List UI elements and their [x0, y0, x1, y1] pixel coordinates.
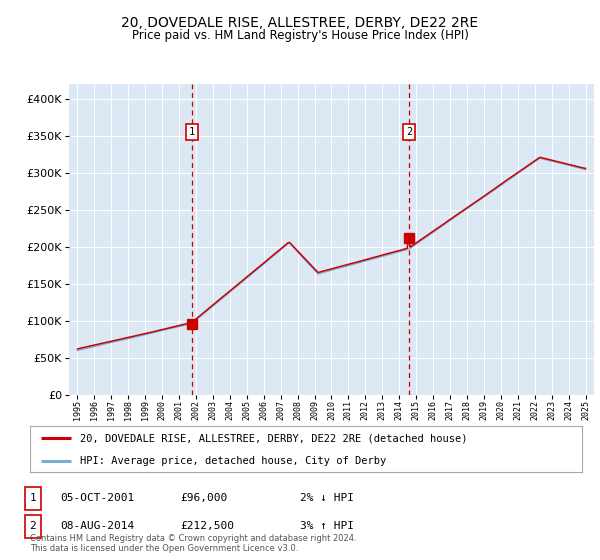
Text: Price paid vs. HM Land Registry's House Price Index (HPI): Price paid vs. HM Land Registry's House …	[131, 29, 469, 42]
Text: HPI: Average price, detached house, City of Derby: HPI: Average price, detached house, City…	[80, 456, 386, 466]
Text: £212,500: £212,500	[180, 521, 234, 531]
Text: 20, DOVEDALE RISE, ALLESTREE, DERBY, DE22 2RE: 20, DOVEDALE RISE, ALLESTREE, DERBY, DE2…	[121, 16, 479, 30]
Text: 1: 1	[29, 493, 37, 503]
Text: 3% ↑ HPI: 3% ↑ HPI	[300, 521, 354, 531]
Text: 20, DOVEDALE RISE, ALLESTREE, DERBY, DE22 2RE (detached house): 20, DOVEDALE RISE, ALLESTREE, DERBY, DE2…	[80, 433, 467, 444]
Text: 2: 2	[29, 521, 37, 531]
Text: 2% ↓ HPI: 2% ↓ HPI	[300, 493, 354, 503]
Text: 1: 1	[188, 127, 195, 137]
Text: £96,000: £96,000	[180, 493, 227, 503]
Text: Contains HM Land Registry data © Crown copyright and database right 2024.
This d: Contains HM Land Registry data © Crown c…	[30, 534, 356, 553]
Text: 05-OCT-2001: 05-OCT-2001	[60, 493, 134, 503]
Text: 08-AUG-2014: 08-AUG-2014	[60, 521, 134, 531]
Text: 2: 2	[406, 127, 412, 137]
